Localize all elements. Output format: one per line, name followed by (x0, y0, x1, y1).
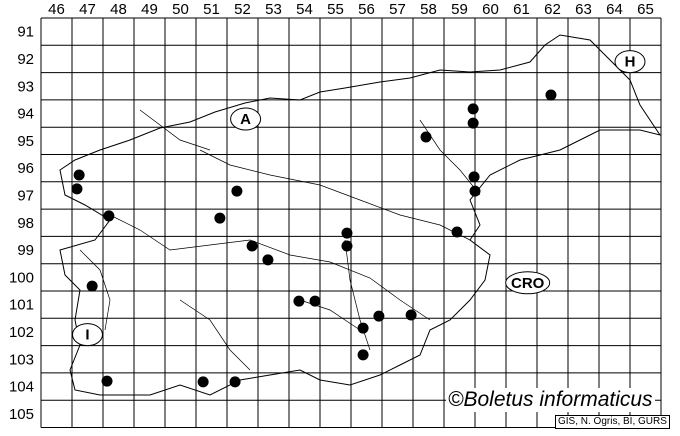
region-label-ellipse (230, 107, 262, 131)
row-label: 100 (9, 269, 34, 286)
credit: GIS, N. Ogris, BI, GURS (555, 415, 670, 429)
record-dot (101, 375, 113, 387)
record-dot (467, 103, 479, 115)
column-label: 50 (172, 1, 189, 18)
column-label: 62 (544, 1, 561, 18)
record-dot (262, 254, 274, 266)
record-dot (357, 322, 369, 334)
region-label-ellipse (505, 271, 551, 295)
region-label: I (85, 327, 89, 344)
record-dot (545, 89, 557, 101)
column-label: 63 (575, 1, 592, 18)
region-label: CRO (511, 275, 545, 292)
region-label-ellipse (72, 323, 103, 347)
row-label: 97 (17, 187, 34, 204)
row-label: 95 (17, 133, 34, 150)
grid: 46 47 48 49 50 51 52 53 54 55 56 57 58 59 60 61 62 63 64 65… (9, 1, 662, 428)
row-label: 93 (17, 78, 34, 95)
column-label: 53 (265, 1, 282, 18)
column-label: 56 (358, 1, 375, 18)
column-label: 65 (637, 1, 654, 18)
record-dot (469, 185, 481, 197)
row-label: 91 (17, 24, 34, 41)
column-label: 59 (451, 1, 468, 18)
record-dot (341, 240, 353, 252)
column-label: 49 (141, 1, 158, 18)
record-dot (468, 171, 480, 183)
row-label: 92 (17, 51, 34, 68)
region-labels: A H CRO I (72, 50, 646, 347)
column-label: 48 (110, 1, 127, 18)
record-dot (357, 349, 369, 361)
record-dot (373, 310, 385, 322)
row-label: 98 (17, 215, 34, 232)
rivers (79, 109, 481, 371)
country-border (59, 34, 662, 396)
column-label: 46 (48, 1, 65, 18)
record-dot (451, 226, 463, 238)
column-label: 58 (420, 1, 437, 18)
region-label-ellipse (614, 50, 646, 74)
row-label: 94 (17, 106, 34, 123)
record-dot (86, 280, 98, 292)
record-dot (231, 185, 243, 197)
record-dot (467, 117, 479, 129)
column-label: 51 (203, 1, 220, 18)
record-dot (214, 212, 226, 224)
region-label: H (625, 54, 636, 71)
record-dot (197, 376, 209, 388)
row-label: 104 (9, 379, 34, 396)
row-label: 101 (9, 297, 34, 314)
row-label: 103 (9, 351, 34, 368)
region-label: A (240, 111, 251, 128)
column-label: 64 (606, 1, 623, 18)
record-dot (103, 210, 115, 222)
record-dot (341, 227, 353, 239)
record-dot (73, 169, 85, 181)
record-dot (229, 376, 241, 388)
row-label: 102 (9, 324, 34, 341)
record-dot (405, 309, 417, 321)
row-label: 105 (9, 406, 34, 423)
record-dot (309, 295, 321, 307)
record-dot (293, 295, 305, 307)
record-dot (420, 131, 432, 143)
column-label: 57 (389, 1, 406, 18)
record-dot (71, 183, 83, 195)
column-label: 55 (327, 1, 344, 18)
column-label: 61 (513, 1, 530, 18)
row-label: 96 (17, 160, 34, 177)
record-dot (246, 240, 258, 252)
column-label: 54 (296, 1, 313, 18)
column-label: 60 (482, 1, 499, 18)
watermark: ©Boletus informaticus (446, 388, 655, 412)
column-label: 47 (79, 1, 96, 18)
record-dots (71, 89, 557, 388)
column-label: 52 (234, 1, 251, 18)
row-label: 99 (17, 242, 34, 259)
